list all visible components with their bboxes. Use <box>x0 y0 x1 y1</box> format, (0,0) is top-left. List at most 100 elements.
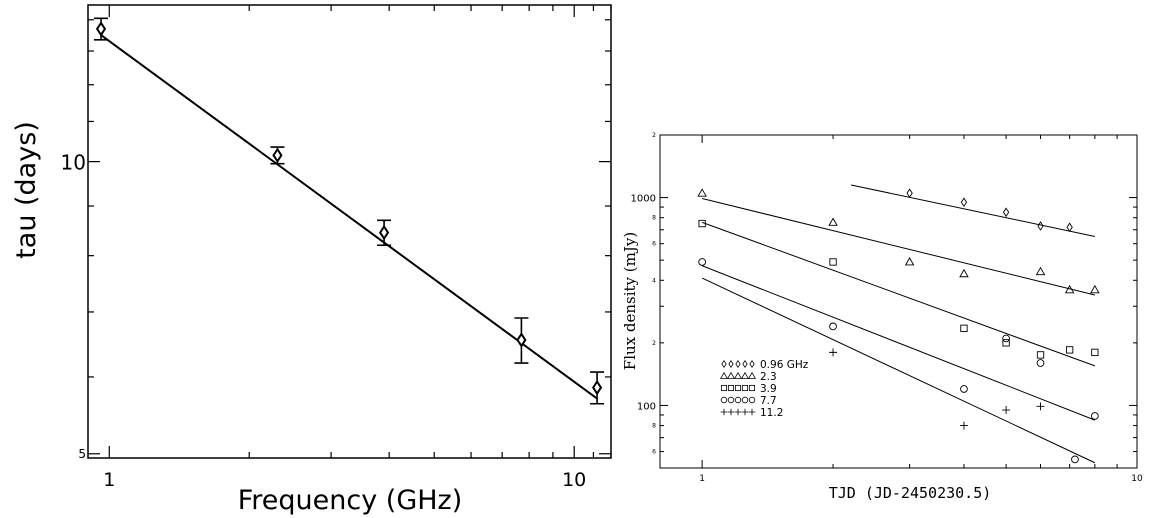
flux-point-square <box>698 219 706 228</box>
fit-line-series-4 <box>701 277 1096 464</box>
flux-point-plus <box>959 421 968 430</box>
legend-symbol-circle <box>741 396 749 404</box>
right-y-tick-label: 2 <box>652 132 656 139</box>
flux-point-plus <box>829 348 838 357</box>
right-x-axis-label: TJD (JD-2450230.5) <box>829 484 992 502</box>
flux-point-circle <box>829 322 837 331</box>
legend-symbol-circle <box>727 396 735 404</box>
right-x-tick-label: 10 <box>1131 474 1143 484</box>
flux-point-circle <box>960 385 968 393</box>
left-y-axis-label: tau (days) <box>11 121 42 259</box>
flux-point-circle <box>698 258 706 266</box>
flux-point-plus <box>1002 406 1011 415</box>
left-y-tick-label: 5 <box>78 447 86 461</box>
flux-point-plus <box>1036 402 1045 411</box>
flux-point-triangle <box>1090 284 1100 294</box>
fit-line-series-0 <box>850 184 1095 237</box>
right-y-tick-label: 4 <box>652 277 656 284</box>
right-axis-ticks: 1 10 100 2 4 6 8 1000 2 8 6 <box>631 132 1143 484</box>
legend-symbol-circle <box>734 396 742 404</box>
left-x-tick-label: 10 <box>562 469 586 491</box>
left-axis-ticks: 1 10 5 10 <box>61 5 612 491</box>
left-fit-segment <box>100 34 598 400</box>
legend-symbol-plus <box>748 408 756 416</box>
legend-label: 11.2 <box>760 407 783 419</box>
legend-symbol-diamond <box>742 359 748 369</box>
right-data-points <box>697 188 1100 464</box>
legend-symbol-diamond <box>721 359 727 369</box>
tau-vs-frequency-chart: 1 10 5 10 Frequency (GHz) tau (days) <box>11 4 612 516</box>
legend-symbol-diamond <box>728 359 734 369</box>
tau-data-point <box>95 21 107 37</box>
tau-data-point <box>516 332 527 348</box>
flux-point-triangle <box>1064 284 1075 294</box>
tau-data-point <box>591 379 603 396</box>
legend-label: 2.3 <box>760 371 777 383</box>
flux-point-diamond <box>1066 222 1073 233</box>
flux-point-triangle <box>1035 266 1046 276</box>
flux-point-diamond <box>1002 207 1010 218</box>
left-y-tick-label: 10 <box>61 151 86 175</box>
legend-label: 7.7 <box>760 395 777 407</box>
right-y-tick-label: 6 <box>652 241 656 248</box>
right-y-tick-label: 8 <box>652 215 656 222</box>
flux-point-diamond <box>960 197 968 208</box>
flux-point-circle <box>1002 334 1010 343</box>
flux-point-triangle <box>959 268 969 278</box>
flux-point-square <box>960 324 968 332</box>
left-data-points <box>94 17 605 405</box>
flux-point-circle <box>1091 412 1099 420</box>
flux-point-circle <box>1071 455 1079 464</box>
flux-point-square <box>1065 346 1074 354</box>
legend-symbol-diamond <box>735 359 741 369</box>
flux-point-triangle <box>828 217 838 226</box>
flux-point-square <box>1036 351 1045 359</box>
legend-symbol-diamond <box>749 359 755 369</box>
left-fit-line <box>100 34 598 400</box>
right-plot-frame <box>659 134 1138 469</box>
flux-point-diamond <box>1037 221 1044 231</box>
legend-symbol-plus <box>720 408 728 416</box>
flux-point-square <box>1091 348 1099 357</box>
fit-line-series-2 <box>701 221 1096 367</box>
legend-symbol-square <box>748 384 756 392</box>
legend-symbol-plus <box>741 408 749 416</box>
right-y-tick-label: 2 <box>652 340 656 347</box>
legend-symbol-square <box>727 384 735 392</box>
legend-label: 3.9 <box>760 383 777 395</box>
flux-point-diamond <box>906 188 913 198</box>
right-y-tick-label: 8 <box>652 423 656 430</box>
legend-symbol-plus <box>734 408 742 416</box>
fit-line-series-3 <box>701 265 1096 421</box>
tau-data-point <box>272 147 283 164</box>
right-y-tick-label: 100 <box>637 401 656 412</box>
legend-symbol-circle <box>748 396 756 404</box>
flux-point-triangle <box>904 257 915 266</box>
left-plot-frame <box>87 4 612 459</box>
right-y-tick-label: 6 <box>652 449 656 456</box>
legend-symbol-triangle <box>734 371 742 379</box>
flux-point-triangle <box>697 188 707 197</box>
legend-symbol-triangle <box>741 371 749 379</box>
legend-symbol-triangle <box>727 371 735 379</box>
legend-symbol-square <box>741 384 749 392</box>
flux-point-square <box>829 258 837 266</box>
legend-symbol-circle <box>720 396 728 404</box>
right-x-tick-label: 1 <box>699 474 705 484</box>
flux-point-square <box>1002 339 1010 347</box>
legend-symbol-square <box>734 384 742 392</box>
legend-symbol-square <box>720 384 728 392</box>
right-y-tick-label: 1000 <box>631 194 656 205</box>
legend-symbol-plus <box>727 408 735 416</box>
left-x-axis-label: Frequency (GHz) <box>238 485 463 516</box>
tau-data-point <box>378 224 390 241</box>
legend-symbol-triangle <box>720 371 728 379</box>
fit-line-series-1 <box>702 197 1095 296</box>
legend-label: 0.96 GHz <box>760 359 809 371</box>
legend-symbol-triangle <box>748 371 756 379</box>
right-fit-lines <box>701 184 1096 464</box>
flux-point-circle <box>1036 359 1045 367</box>
